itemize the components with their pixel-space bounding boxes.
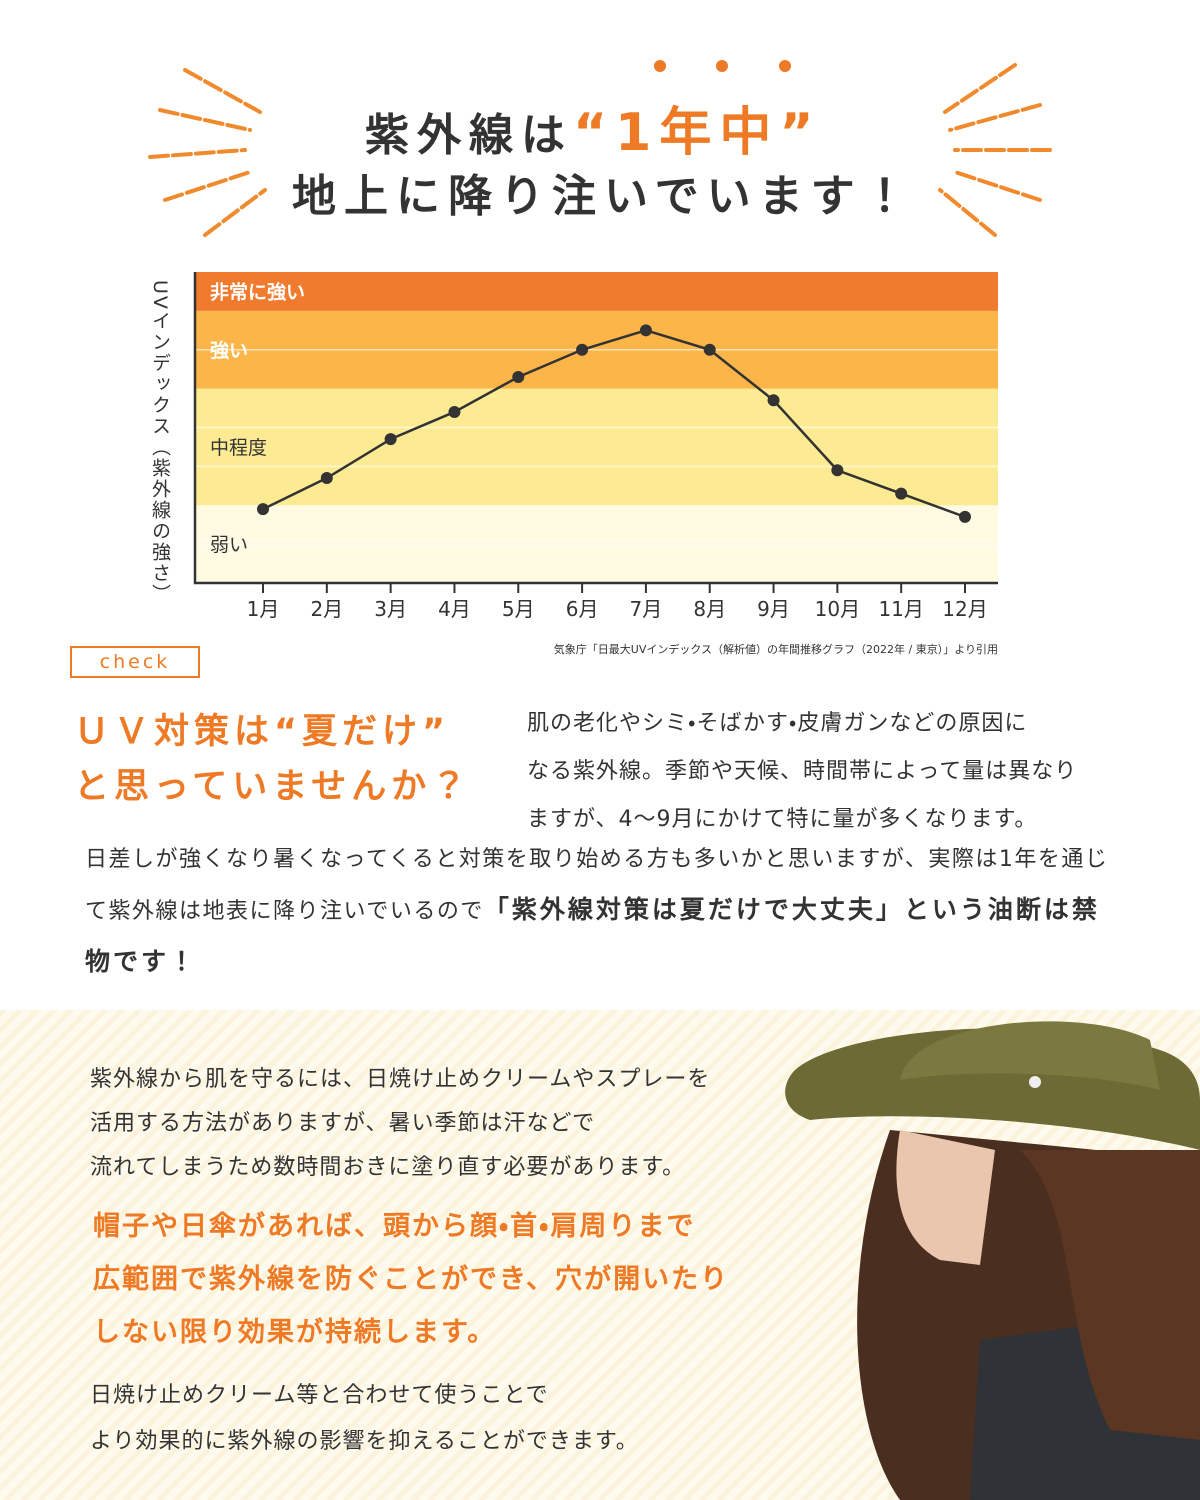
x-tick-label: 9月 — [757, 597, 790, 621]
axis-line — [193, 272, 998, 585]
intro-line: 肌の老化やシミ・そばかす・皮膚ガンなどの原因に — [527, 711, 1028, 736]
hat-intro: 紫外線から肌を守るには、日焼け止めクリームやスプレーを 活用する方法がありますが… — [90, 1058, 710, 1190]
uv-point — [320, 472, 333, 485]
intro-line: 活用する方法がありますが、暑い季節は汗などで — [90, 1111, 596, 1136]
check-heading: ＵＶ対策は“夏だけ” と思っていませんか？ — [74, 705, 471, 815]
source-note: 気象庁「日最大UVインデックス（解析値）の年間推移グラフ（2022年 / 東京）… — [554, 642, 998, 656]
uv-point — [384, 433, 397, 446]
x-tick-label: 7月 — [630, 597, 663, 621]
x-tick-label: 12月 — [942, 597, 987, 621]
y-axis-label: UVインデックス（紫外線の強さ） — [149, 280, 171, 605]
title-highlight: “1年中” — [573, 103, 822, 163]
intro-line: なる紫外線。季節や天候、時間帯によって量は異なり — [527, 759, 1078, 784]
uv-band — [195, 272, 998, 311]
x-tick-label: 4月 — [438, 597, 471, 621]
title-line: 地上に降り注いでいます！ — [292, 171, 915, 222]
body-text: 日差しが強くなり暑くなってくると対策を取り始める方も多いかと思いますが、実際は1… — [85, 847, 1109, 924]
uv-line — [262, 329, 966, 519]
uv-point — [831, 464, 844, 477]
title-text: 紫外線は — [365, 110, 573, 161]
uv-point — [448, 405, 461, 418]
closing-line: 日焼け止めクリーム等と合わせて使うことで — [90, 1383, 549, 1408]
x-tick-label: 8月 — [693, 597, 726, 621]
decoration — [148, 60, 1052, 237]
chart: 弱い 中程度 強い 非常に強い 1月 2月 3月 4月 5月 6月 7月 8月 9月 10月 11月 12月 U… — [149, 272, 998, 656]
x-tick-label: 6月 — [566, 597, 599, 621]
intro-line: 紫外線から肌を守るには、日焼け止めクリームやスプレーを — [90, 1067, 711, 1092]
x-tick-label: 5月 — [502, 597, 535, 621]
uv-point — [576, 343, 589, 356]
x-tick-label: 11月 — [878, 597, 923, 621]
uv-point — [959, 510, 971, 523]
band-label: 強い — [210, 339, 248, 362]
title-line: 紫外線は“1年中” — [365, 90, 822, 165]
uv-point — [767, 394, 780, 407]
intro-line: 流れてしまうため数時間おきに塗り直す必要があります。 — [90, 1155, 686, 1180]
body-emphasis: 「紫外線対策は夏だけで大丈夫」という油断は禁物です！ — [85, 895, 1100, 976]
uv-point — [703, 343, 716, 356]
band-label: 非常に強い — [210, 280, 305, 303]
hat-closing: 日焼け止めクリーム等と合わせて使うことで より効果的に紫外線の影響を抑えることが… — [90, 1373, 639, 1465]
product-photo — [785, 1021, 1200, 1500]
highlight-line: 帽子や日傘があれば、頭から顔・首・肩周りまで — [93, 1211, 696, 1242]
uv-point — [895, 487, 908, 500]
intro-line: ますが、4～9月にかけて特に量が多くなります。 — [527, 807, 1038, 832]
hat-highlight: 帽子や日傘があれば、頭から顔・首・肩周りまで 広範囲で紫外線を防ぐことができ、穴… — [93, 1200, 729, 1359]
check-badge: check — [70, 646, 200, 678]
closing-line: より効果的に紫外線の影響を抑えることができます。 — [90, 1429, 639, 1454]
uv-point — [257, 503, 269, 516]
uv-point — [512, 370, 525, 383]
x-tick-label: 10月 — [815, 597, 860, 621]
body-paragraph: 日差しが強くなり暑くなってくると対策を取り始める方も多いかと思いますが、実際は1… — [85, 835, 1125, 989]
x-tick-label: 2月 — [310, 597, 343, 621]
heading-line: と思っていませんか？ — [74, 767, 472, 807]
highlight-line: しない限り効果が持続します。 — [93, 1317, 497, 1348]
heading-line: ＵＶ対策は“夏だけ” — [74, 712, 451, 752]
x-tick-label: 3月 — [374, 597, 407, 621]
x-tick-label: 1月 — [247, 597, 280, 621]
band-label: 中程度 — [210, 437, 267, 459]
highlight-line: 広範囲で紫外線を防ぐことができ、穴が開いたり — [93, 1264, 730, 1295]
uv-point — [639, 324, 652, 337]
uv-band — [195, 388, 998, 506]
check-intro: 肌の老化やシミ・そばかす・皮膚ガンなどの原因に なる紫外線。季節や天候、時間帯に… — [527, 700, 1077, 844]
band-label: 弱い — [210, 534, 248, 556]
